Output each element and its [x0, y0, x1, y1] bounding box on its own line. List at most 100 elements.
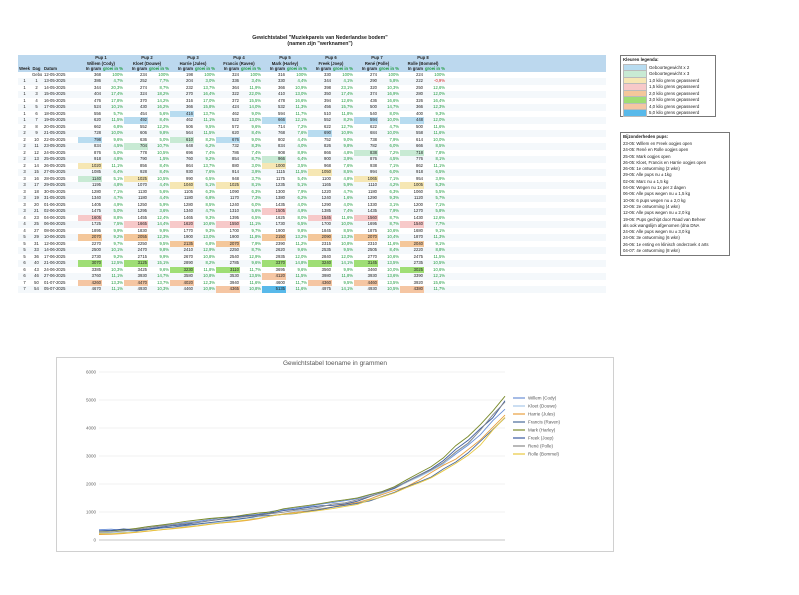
pup-number-header: Pup 1 Pup 2 Pup 3 Pup 4 Pup 5 Pup 6 Pup 7 Pup 8 [18, 55, 606, 61]
grams-cell: 1020 [78, 162, 102, 169]
grams-cell: 1200 [413, 201, 423, 207]
grams-cell: 2785 [229, 260, 239, 265]
grams-cell: 556 [94, 110, 101, 116]
day-cell: 16 [34, 175, 39, 181]
grams-cell: 1050 [308, 169, 332, 176]
growth-cell: 9,8% [159, 130, 169, 135]
day-cell: 18 [34, 188, 39, 194]
day-cell: 5 [35, 104, 38, 109]
growth-cell: 11,8% [341, 110, 353, 116]
grams-cell: 1540 [400, 221, 424, 228]
growth-cell: 10,6% [387, 253, 399, 259]
legend-label: 5,0 kilo grens gepasseerd [649, 110, 700, 116]
date-cell: 17-06-2025 [44, 253, 66, 259]
grams-cell: 2135 [170, 240, 194, 247]
growth-cell: 15,1% [157, 260, 169, 265]
note-item: 26-05: Kloet, Francis en Harrie oogjes o… [623, 159, 707, 165]
grams-cell: 366 [186, 104, 193, 109]
growth-cell: 10,3% [157, 286, 169, 291]
date-cell: 28-05-2025 [44, 175, 66, 181]
note-item: 29-05: Alle pups nu ± 1kg [623, 172, 672, 178]
growth-cell: 12,4% [157, 214, 169, 220]
grams-cell: 4020 [170, 279, 194, 286]
note-item: 02-06: Marc nu ± 1,5 kg [623, 178, 669, 184]
grams-cell: 760 [186, 156, 193, 161]
grams-cell: 1195 [91, 182, 101, 187]
note-item: 06-06: Alle pups wegen nu ± 1,5 kg [623, 191, 691, 197]
growth-cell: 4,0% [343, 201, 353, 207]
growth-cell: 6,0% [251, 201, 261, 207]
week-cell: 7 [23, 286, 26, 291]
grams-cell: 232 [186, 84, 193, 90]
grams-cell: 532 [278, 104, 285, 109]
grams-cell: 1875 [367, 227, 377, 233]
growth-cell: 10,7% [157, 143, 169, 148]
legend-label: 4,0 kilo grens gepasseerd [649, 103, 700, 109]
growth-cell: 7,9% [389, 208, 399, 213]
grams-cell: 3580 [183, 273, 193, 278]
growth-cell: 7,4% [343, 208, 353, 213]
table-row: 7 50 01-07-2025 4260 13,3% 4470 13,7% 4020 12,3%… [18, 279, 606, 286]
grams-cell: 500 [416, 123, 423, 129]
growth-cell: 10,8% [341, 240, 353, 246]
table-row: 1 5 17-05-2025 524 10,1% 430 16,2% 366 15,8% 424 1… [18, 104, 606, 111]
day-cell: 43 [34, 266, 39, 272]
grams-cell: 802 [278, 136, 285, 142]
growth-cell: 6,5% [205, 175, 215, 181]
grams-cell: 1385 [321, 208, 331, 213]
grams-cell: 1435 [367, 208, 377, 213]
growth-cell: 12,6% [341, 97, 353, 103]
table-row: 3 21 02-06-2025 1475 5,0% 1295 3,6% 1340 4,7% 131… [18, 208, 606, 215]
grams-header: In gram [315, 66, 331, 71]
grams-cell: 2715 [137, 253, 147, 259]
growth-cell: 12,0% [295, 253, 307, 259]
growth-cell: 9,2% [113, 253, 123, 259]
day-cell: 15 [34, 169, 39, 174]
grams-cell: 4120 [262, 273, 286, 280]
grams-cell: 398 [324, 84, 331, 90]
grams-cell: 1070 [137, 182, 147, 187]
growth-cell: 15,7% [341, 104, 353, 109]
growth-cell: 8,4% [251, 130, 261, 135]
legend-item: 5,0 kilo grens gepasseerd [621, 109, 715, 117]
grams-cell: 594 [278, 110, 285, 116]
growth-cell: 15,5% [249, 97, 261, 103]
y-tick-label: 1000 [86, 510, 97, 515]
grams-cell: 3930 [137, 273, 147, 278]
growth-cell: 13,7% [157, 279, 169, 285]
grams-cell: 714 [278, 123, 285, 129]
growth-cell: 7,1% [435, 201, 445, 207]
growth-cell: 11,1% [249, 221, 261, 226]
growth-cell: 9,0% [343, 136, 353, 142]
date-cell: 16-05-2025 [44, 97, 66, 103]
week-cell: 2 [23, 130, 26, 135]
growth-cell: 6,0% [389, 169, 399, 174]
grams-header: In gram [177, 66, 193, 71]
week-cell: 5 [23, 247, 26, 252]
column-header-row: Week Dag Datum In gram groei in % In gram groe… [18, 66, 606, 72]
y-tick-label: 0 [93, 538, 96, 543]
growth-cell: 11,8% [249, 234, 261, 239]
series-line [98, 417, 506, 535]
grams-cell: 322 [232, 91, 239, 96]
y-tick-label: 5000 [86, 398, 97, 403]
grams-cell: 1680 [413, 227, 423, 233]
grams-cell: 2890 [183, 260, 193, 265]
grams-cell: 4380 [400, 286, 424, 293]
growth-cell: 7,1% [389, 162, 399, 168]
table-row: 3 17 29-05-2025 1195 4,8% 1070 4,4% 1040 5,1% 102… [18, 182, 606, 189]
grams-cell: 1895 [91, 227, 101, 233]
week-cell: 3 [23, 208, 26, 213]
grams-cell: 1115 [276, 169, 285, 174]
growth-cell: 7,1% [113, 188, 123, 194]
growth-cell: 7,7% [435, 221, 445, 226]
grams-cell: 280 [416, 91, 423, 96]
grams-cell: 3980 [321, 273, 331, 278]
grams-cell: 1900 [275, 227, 285, 233]
growth-cell: 4,2% [389, 182, 399, 187]
growth-cell: 100% [434, 71, 445, 77]
color-legend: Kleuren legenda: Geboortegewicht x 2 Gebo… [620, 55, 716, 117]
pup-number-label: Pup 6 [325, 55, 337, 60]
date-cell: 13-05-2025 [44, 78, 66, 83]
day-cell: 12 [34, 149, 39, 155]
